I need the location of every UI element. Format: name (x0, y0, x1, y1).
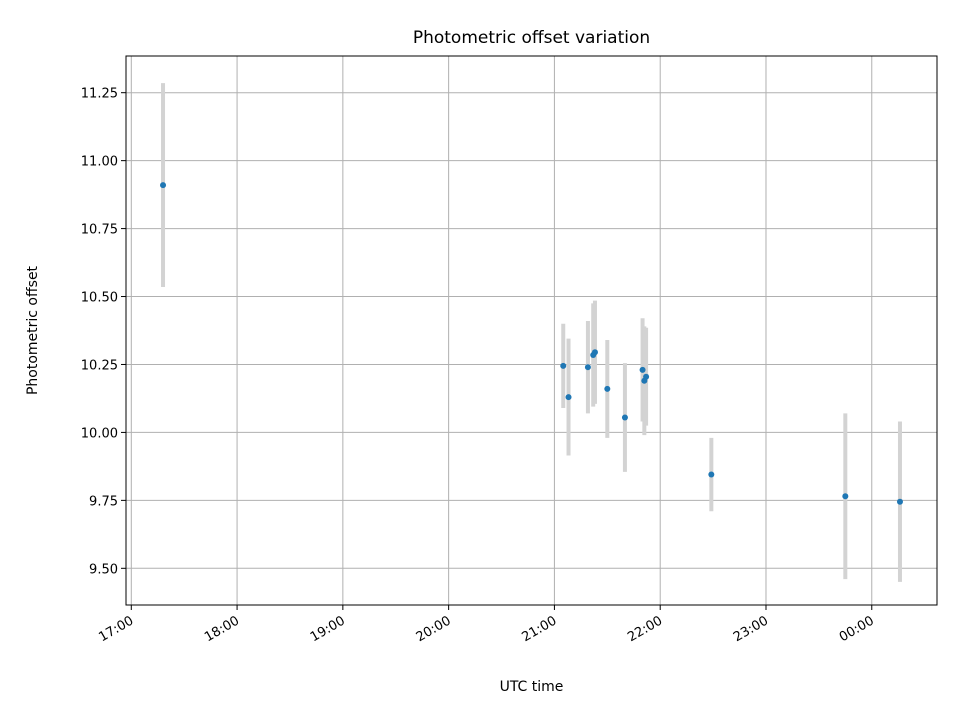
y-tick-label: 10.75 (81, 223, 118, 238)
y-tick-label: 11.00 (81, 155, 118, 170)
data-point (591, 349, 598, 356)
data-point (604, 385, 611, 392)
y-tick-label: 9.50 (89, 562, 118, 577)
data-point (708, 471, 715, 478)
y-tick-label: 10.25 (81, 358, 118, 373)
data-point (896, 498, 903, 505)
data-point (560, 362, 567, 369)
data-point (584, 364, 591, 371)
y-axis-label: Photometric offset (25, 265, 41, 395)
data-point (842, 493, 849, 500)
y-tick-label: 10.00 (81, 426, 118, 441)
data-point (639, 366, 646, 373)
data-point (621, 414, 628, 421)
y-tick-label: 9.75 (89, 494, 118, 509)
data-point (643, 373, 650, 380)
y-tick-label: 10.50 (81, 291, 118, 306)
x-axis-label: UTC time (500, 679, 564, 695)
data-point (565, 394, 572, 401)
plot-frame (125, 55, 938, 606)
y-tick-label: 11.25 (81, 87, 118, 102)
data-points (160, 182, 903, 505)
data-point (160, 182, 167, 189)
grid-lines (126, 56, 937, 605)
chart-title: Photometric offset variation (413, 28, 650, 48)
